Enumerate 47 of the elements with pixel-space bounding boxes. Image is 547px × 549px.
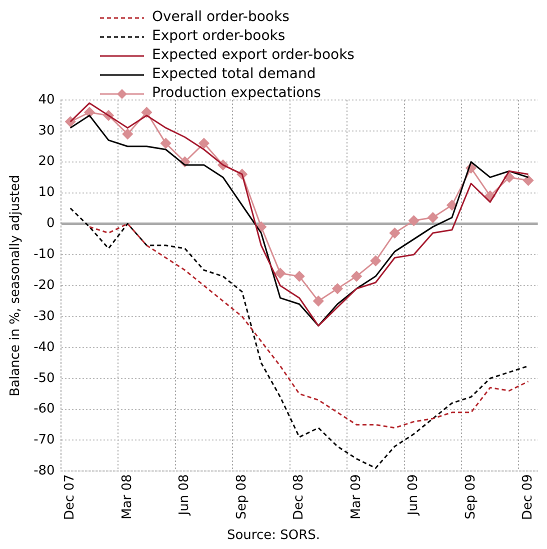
point (446, 200, 458, 210)
x-tick-label: Dec 09 (520, 474, 536, 520)
x-tick-label: Sep 08 (234, 474, 250, 520)
y-tick-label: -30 (34, 308, 55, 324)
line-series (88, 222, 530, 429)
point (332, 283, 343, 294)
y-tick-label: 40 (38, 92, 55, 108)
source-note: Source: SORS. (226, 528, 322, 543)
x-tick-label: Mar 09 (348, 474, 364, 520)
legend-label: Production expectations (152, 84, 321, 103)
y-tick-label: -10 (34, 247, 55, 262)
y-tick-label: -20 (34, 278, 55, 293)
x-tick-label: Dec 08 (292, 474, 307, 520)
x-tick-label: Dec 07 (62, 474, 78, 520)
y-tick-label: 0 (46, 216, 55, 232)
y-tick-label: -50 (34, 370, 55, 386)
point (294, 271, 305, 282)
y-axis-title: Balance in %, seasonally adjusted (8, 174, 24, 396)
legend-label: Expected export order-books (152, 46, 354, 65)
x-tick-label: Mar 08 (120, 474, 135, 520)
point (428, 212, 438, 223)
point (274, 268, 286, 278)
x-tick-label: Jun 09 (406, 474, 422, 516)
point (351, 271, 362, 282)
point (160, 138, 172, 149)
x-tick-label: Sep 09 (463, 474, 478, 520)
y-tick-label: 20 (38, 154, 55, 170)
y-tick-label: -60 (34, 402, 55, 417)
point (313, 296, 324, 306)
y-tick-label: -80 (34, 464, 55, 479)
point (84, 107, 95, 118)
y-tick-label: -40 (34, 340, 55, 355)
point (523, 175, 534, 186)
point (370, 256, 381, 266)
point (389, 228, 400, 238)
y-tick-label: 30 (38, 123, 55, 138)
point (122, 128, 133, 140)
y-tick-label: 10 (38, 185, 55, 200)
legend-label: Expected total demand (152, 65, 316, 84)
point (408, 215, 420, 226)
x-tick-label: Jun 08 (177, 474, 192, 516)
legend-label: Overall order-books (152, 8, 290, 27)
point (198, 138, 210, 149)
legend-label: Export order-books (152, 27, 286, 46)
point (141, 107, 152, 118)
line-series (70, 208, 530, 469)
y-tick-label: -70 (34, 432, 55, 448)
